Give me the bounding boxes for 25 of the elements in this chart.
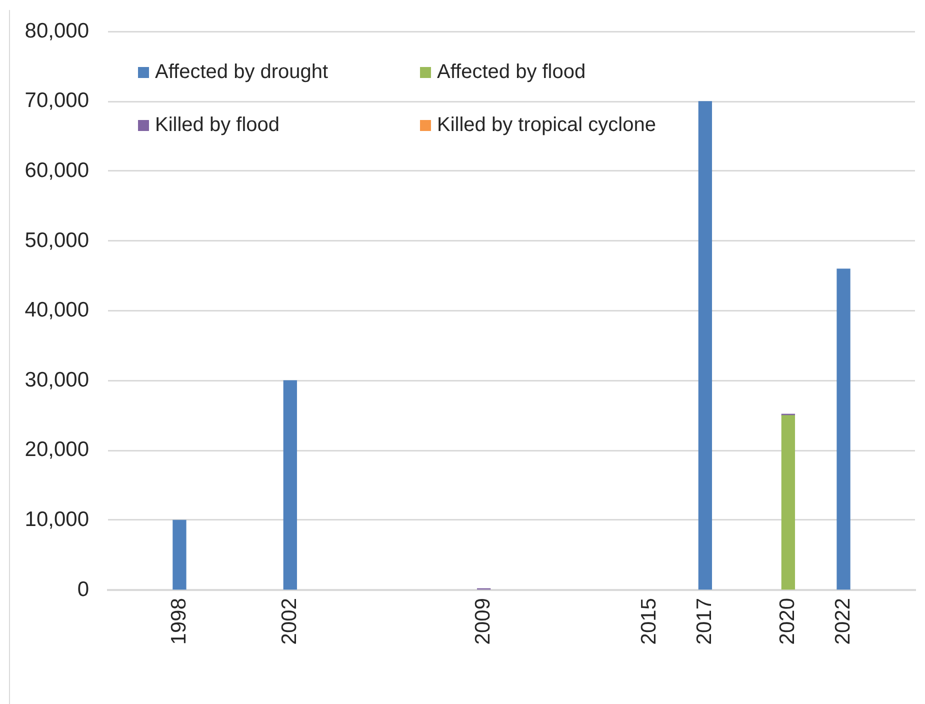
bar <box>283 380 297 590</box>
y-tick-label: 30,000 <box>24 368 89 392</box>
bar <box>781 415 796 590</box>
y-tick-label: 0 <box>77 578 89 601</box>
legend-label: Affected by flood <box>437 60 586 84</box>
legend-label: Killed by tropical cyclone <box>437 114 656 137</box>
y-tick-label: 20,000 <box>24 438 89 462</box>
x-tick-label: 2009 <box>472 598 495 645</box>
y-tick-label: 80,000 <box>24 19 89 42</box>
x-tick-label: 2015 <box>638 598 661 645</box>
legend-label: Affected by drought <box>155 60 328 84</box>
x-tick-label: 2017 <box>692 598 716 645</box>
y-tick-label: 50,000 <box>24 228 89 252</box>
bar <box>836 268 850 590</box>
x-tick-label: 2002 <box>278 598 301 645</box>
x-tick-label: 2022 <box>831 598 854 645</box>
bar <box>698 101 712 590</box>
y-tick-label: 60,000 <box>24 158 89 182</box>
x-tick-label: 1998 <box>167 598 190 645</box>
y-tick-label: 40,000 <box>24 298 89 322</box>
y-tick-label: 10,000 <box>24 508 89 531</box>
x-tick-label: 2020 <box>776 598 799 645</box>
y-tick-label: 70,000 <box>24 89 89 112</box>
legend-label: Killed by flood <box>155 114 280 137</box>
bar <box>172 520 186 590</box>
